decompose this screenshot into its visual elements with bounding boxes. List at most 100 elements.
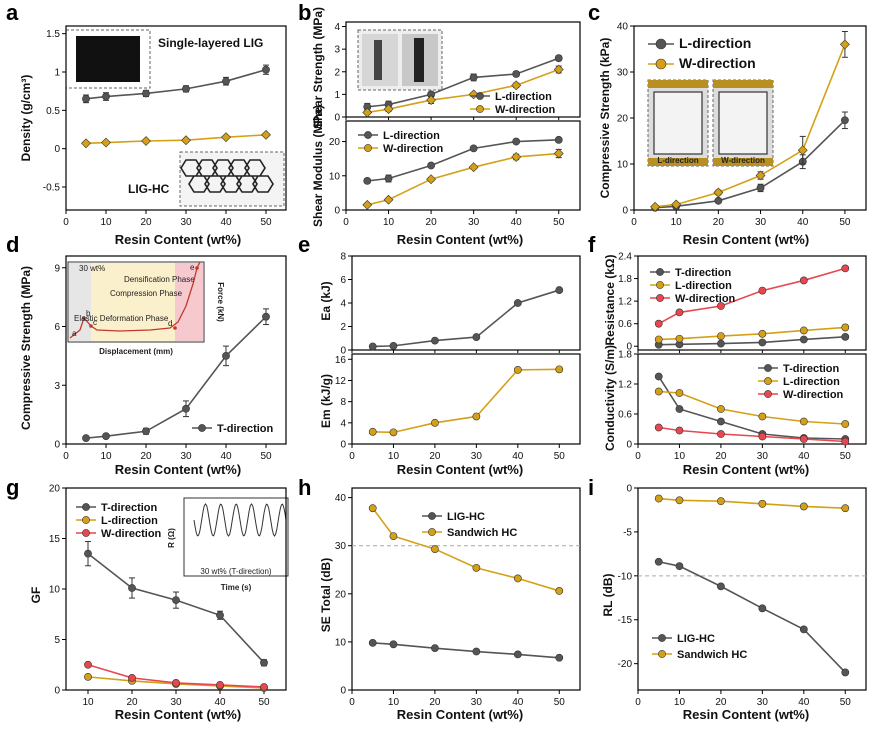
series-line-h-lig-hc bbox=[372, 642, 560, 659]
legend-marker-c bbox=[655, 58, 667, 70]
x-tick-label-b2: 40 bbox=[511, 217, 523, 228]
data-point-f2 bbox=[841, 420, 850, 428]
x-axis-title-h: Resin Content (wt%) bbox=[397, 707, 523, 722]
y-tick-label-g: 10 bbox=[49, 585, 61, 596]
data-point-b2 bbox=[553, 148, 564, 159]
y-tick-label-b2: 20 bbox=[329, 137, 341, 148]
data-point-c bbox=[797, 145, 808, 156]
series-line-f2-w-direction bbox=[658, 426, 846, 443]
data-point-h bbox=[472, 563, 481, 572]
y-axis-title-b2: Shear Modulus (MPa) bbox=[311, 105, 325, 227]
y-axis-title-i: RL (dB) bbox=[601, 573, 615, 616]
data-point-e2 bbox=[513, 365, 522, 374]
x-tick-label-c: 20 bbox=[713, 217, 725, 228]
y-tick-label-e1: 4 bbox=[340, 299, 346, 310]
x-tick-label-i: 30 bbox=[757, 697, 769, 708]
y-tick-label-b2: 0 bbox=[334, 206, 340, 217]
panel-label-b: b bbox=[298, 0, 311, 25]
data-point-f1 bbox=[799, 276, 808, 285]
photo-label-l-direction: L-direction bbox=[657, 156, 698, 165]
y-tick-label-f1: 0 bbox=[626, 342, 632, 353]
legend-label-f2: T-direction bbox=[783, 363, 840, 375]
data-point-i bbox=[654, 494, 663, 503]
data-point-b1 bbox=[362, 107, 373, 118]
x-tick-label-g: 30 bbox=[170, 697, 182, 708]
x-axis-title-g: Resin Content (wt%) bbox=[115, 707, 241, 722]
shear-test-photo bbox=[357, 29, 443, 91]
data-point-i bbox=[841, 504, 850, 513]
x-tick-label-a: 10 bbox=[100, 217, 112, 228]
legend-marker-i bbox=[658, 650, 666, 658]
y-tick-label-f2: 0.6 bbox=[618, 410, 632, 421]
data-point-g bbox=[260, 658, 268, 667]
data-point-f1 bbox=[654, 319, 663, 328]
x-tick-label-i: 40 bbox=[798, 697, 810, 708]
series-line-e2-em bbox=[372, 368, 560, 434]
data-point-h bbox=[368, 638, 377, 647]
x-tick-label-g: 20 bbox=[126, 697, 138, 708]
panel-label-i: i bbox=[588, 475, 594, 500]
data-point-f2 bbox=[654, 372, 663, 381]
x-tick-label-f2: 30 bbox=[757, 451, 769, 462]
legend-label-b2: L-direction bbox=[383, 130, 440, 142]
data-point-a bbox=[101, 137, 111, 148]
data-point-e2 bbox=[555, 365, 564, 374]
data-point-a bbox=[102, 92, 110, 101]
inset-resistance-time bbox=[183, 497, 289, 577]
y-tick-label-e2: 4 bbox=[340, 418, 346, 429]
y-tick-label-i: -15 bbox=[618, 615, 633, 626]
x-tick-label-h: 50 bbox=[554, 697, 566, 708]
y-tick-label-e2: 8 bbox=[340, 397, 346, 408]
data-point-g bbox=[84, 660, 92, 669]
y-tick-label-i: -10 bbox=[618, 571, 633, 582]
x-tick-label-a: 50 bbox=[260, 217, 272, 228]
plot-frame-e1 bbox=[351, 255, 581, 351]
series-line-f1-w-direction bbox=[658, 267, 846, 325]
inset-xlabel-d: Displacement (mm) bbox=[99, 347, 173, 356]
x-tick-label-b2: 30 bbox=[468, 217, 480, 228]
data-point-f2 bbox=[799, 417, 808, 426]
inset-legend-g: 30 wt% (T-direction) bbox=[200, 567, 271, 576]
annotation-single-layered-lig: Single-layered LIG bbox=[158, 36, 263, 50]
y-tick-label-g: 15 bbox=[49, 534, 61, 545]
y-tick-label-b2: 10 bbox=[329, 171, 341, 182]
data-point-c bbox=[713, 187, 724, 198]
data-point-b1 bbox=[511, 80, 522, 91]
inset-legend-30wt: 30 wt% bbox=[79, 264, 105, 273]
data-point-f1 bbox=[675, 334, 684, 343]
x-tick-label-c: 40 bbox=[797, 217, 809, 228]
x-tick-label-e2: 10 bbox=[388, 451, 400, 462]
y-tick-label-c: 40 bbox=[617, 22, 629, 33]
data-point-f1 bbox=[758, 329, 767, 338]
x-tick-label-e2: 40 bbox=[512, 451, 524, 462]
y-tick-label-c: 10 bbox=[617, 160, 629, 171]
data-point-g bbox=[216, 611, 224, 620]
legend-label-g: T-direction bbox=[101, 502, 158, 514]
data-point-g bbox=[260, 683, 268, 691]
legend-label-h: LIG-HC bbox=[447, 511, 485, 523]
legend-marker-g bbox=[82, 516, 90, 524]
data-point-d bbox=[262, 312, 270, 321]
x-tick-label-h: 30 bbox=[471, 697, 483, 708]
data-point-e1 bbox=[389, 341, 398, 350]
x-axis-title-a: Resin Content (wt%) bbox=[115, 232, 241, 247]
data-point-f2 bbox=[717, 430, 725, 438]
data-point-h bbox=[431, 545, 439, 553]
data-point-e1 bbox=[472, 333, 481, 341]
y-tick-label-d: 6 bbox=[54, 322, 60, 333]
y-axis-title-f1: Resistance (kΩ) bbox=[603, 255, 617, 346]
x-tick-label-d: 20 bbox=[140, 451, 152, 462]
x-tick-label-e2: 30 bbox=[471, 451, 483, 462]
data-point-g bbox=[84, 549, 92, 558]
data-point-f2 bbox=[654, 423, 663, 432]
photo-label-w-direction: W-direction bbox=[721, 156, 765, 165]
data-point-d bbox=[222, 351, 230, 360]
data-point-c bbox=[714, 196, 723, 205]
y-axis-title-f2: Conductivity (S/m) bbox=[603, 345, 617, 451]
data-point-a bbox=[221, 132, 231, 143]
y-tick-label-b1: 1 bbox=[334, 90, 340, 101]
data-point-b2 bbox=[512, 137, 521, 146]
legend-label-b2: W-direction bbox=[383, 143, 444, 155]
y-tick-label-b1: 2 bbox=[334, 67, 340, 78]
y-tick-label-d: 3 bbox=[54, 381, 60, 392]
